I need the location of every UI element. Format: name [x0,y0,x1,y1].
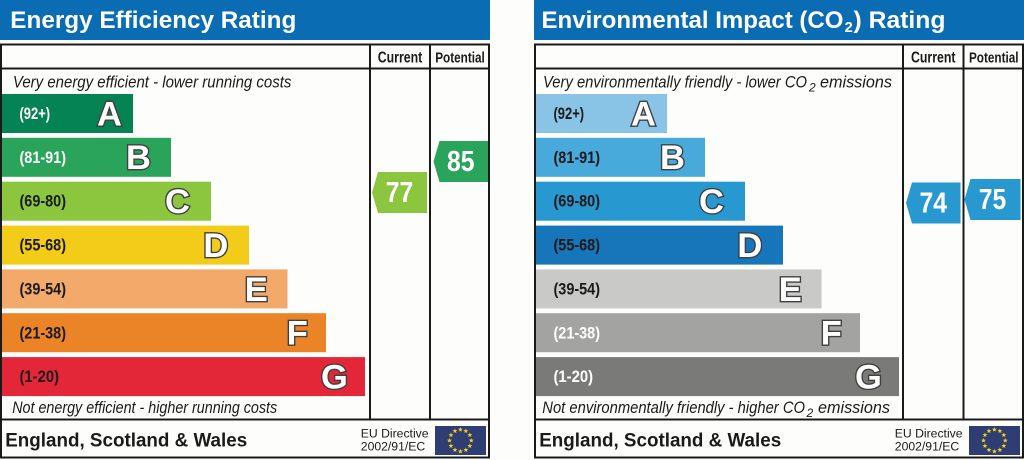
svg-text:Potential: Potential [435,51,485,67]
svg-text:2002/91/EC: 2002/91/EC [895,440,960,454]
svg-text:Current: Current [911,50,956,67]
svg-text:74: 74 [920,188,948,220]
svg-text:Not environmentally friendly -: Not environmentally friendly - higher CO [542,398,805,417]
svg-text:E: E [245,271,268,309]
svg-text:Energy Efficiency Rating: Energy Efficiency Rating [10,7,296,34]
svg-text:(92+): (92+) [20,105,51,123]
svg-text:(21-38): (21-38) [20,324,67,342]
svg-text:Potential: Potential [969,51,1019,67]
svg-text:B: B [660,139,685,177]
svg-text:Very energy efficient - lower: Very energy efficient - lower running co… [13,72,292,91]
svg-text:77: 77 [386,177,414,209]
svg-text:(55-68): (55-68) [554,237,601,255]
svg-text:EU Directive: EU Directive [361,426,429,440]
svg-text:) Rating: ) Rating [854,7,946,34]
svg-text:England, Scotland & Wales: England, Scotland & Wales [539,429,781,451]
svg-text:Not energy efficient - higher: Not energy efficient - higher running co… [12,398,277,417]
svg-text:G: G [321,359,348,397]
svg-text:A: A [631,95,656,133]
svg-text:(21-38): (21-38) [554,324,601,342]
svg-text:(1-20): (1-20) [20,368,60,386]
svg-text:(55-68): (55-68) [20,237,67,255]
svg-text:G: G [855,359,882,397]
svg-text:2002/91/EC: 2002/91/EC [361,440,426,454]
svg-text:F: F [821,315,842,353]
svg-text:(92+): (92+) [554,105,585,123]
svg-text:2: 2 [806,406,814,420]
svg-text:EU Directive: EU Directive [895,426,963,440]
svg-text:emissions: emissions [820,72,892,91]
svg-text:E: E [779,271,802,309]
svg-text:85: 85 [447,146,475,178]
svg-text:(39-54): (39-54) [554,280,601,298]
svg-text:Very environmentally friendly: Very environmentally friendly - lower CO [543,72,807,91]
svg-text:(69-80): (69-80) [554,193,601,211]
svg-text:(81-91): (81-91) [554,149,601,167]
svg-text:C: C [699,183,724,221]
svg-text:emissions: emissions [818,398,890,417]
svg-text:75: 75 [979,184,1007,216]
svg-text:Environmental Impact (CO: Environmental Impact (CO [542,7,844,34]
svg-text:(69-80): (69-80) [20,193,67,211]
svg-text:C: C [165,183,190,221]
svg-text:(81-91): (81-91) [20,149,67,167]
svg-text:2: 2 [808,80,816,94]
svg-text:F: F [287,315,308,353]
svg-text:Current: Current [378,50,423,67]
svg-text:B: B [126,139,151,177]
svg-text:(39-54): (39-54) [20,280,67,298]
svg-text:D: D [203,227,228,265]
svg-text:2: 2 [845,19,853,36]
svg-text:(1-20): (1-20) [554,368,594,386]
svg-text:D: D [737,227,762,265]
svg-text:England, Scotland & Wales: England, Scotland & Wales [5,429,247,451]
svg-text:A: A [97,95,122,133]
